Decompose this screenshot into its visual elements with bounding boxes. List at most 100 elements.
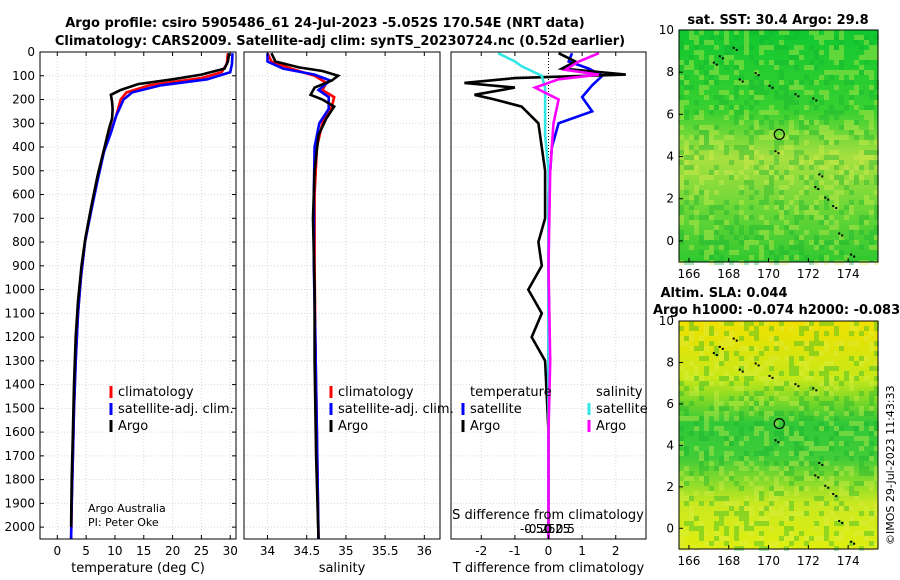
map-cell	[809, 356, 814, 361]
island-marker	[841, 234, 844, 237]
map-cell	[849, 486, 854, 491]
map-cell	[834, 536, 839, 541]
map-cell	[829, 361, 834, 366]
map-cell	[739, 321, 744, 326]
map-cell	[799, 356, 804, 361]
map-cell	[804, 185, 809, 190]
map-cell	[834, 55, 839, 60]
map-cell	[684, 85, 689, 90]
map-cell	[814, 336, 819, 341]
x-tick-label: 34	[260, 544, 275, 558]
map-cell	[754, 336, 759, 341]
map-cell	[719, 466, 724, 471]
map-cell	[849, 431, 854, 436]
map-cell	[789, 426, 794, 431]
map-cell	[874, 235, 879, 240]
map-cell	[749, 255, 754, 260]
map-cell	[784, 501, 789, 506]
map-cell	[869, 451, 874, 456]
x-tick-label: 168	[717, 267, 740, 281]
island-marker	[732, 46, 735, 49]
map-cell	[744, 511, 749, 516]
map-cell	[809, 386, 814, 391]
map-cell	[724, 416, 729, 421]
map-cell	[864, 55, 869, 60]
map-cell	[699, 135, 704, 140]
map-cell	[814, 65, 819, 70]
map-cell	[679, 160, 684, 165]
map-cell	[854, 240, 859, 245]
map-cell	[844, 506, 849, 511]
map-cell	[799, 431, 804, 436]
y-tick-label: 1300	[4, 354, 35, 368]
map-cell	[709, 451, 714, 456]
map-cell	[719, 220, 724, 225]
map-cell	[709, 431, 714, 436]
map-cell	[849, 541, 854, 546]
map-cell	[714, 105, 719, 110]
map-cell	[784, 115, 789, 120]
map-cell	[784, 170, 789, 175]
map-cell	[819, 366, 824, 371]
map-cell	[829, 185, 834, 190]
map-cell	[699, 536, 704, 541]
map-cell	[794, 160, 799, 165]
map-cell	[864, 60, 869, 65]
map-cell	[734, 386, 739, 391]
map-cell	[829, 175, 834, 180]
map-cell	[869, 516, 874, 521]
map-cell	[679, 110, 684, 115]
map-cell	[704, 436, 709, 441]
map-cell	[864, 155, 869, 160]
map-cell	[694, 190, 699, 195]
map-cell	[779, 486, 784, 491]
map-cell	[739, 411, 744, 416]
island-marker	[832, 205, 835, 208]
map-cell	[829, 155, 834, 160]
map-cell	[789, 135, 794, 140]
map-cell	[699, 461, 704, 466]
map-cell	[689, 346, 694, 351]
map-cell	[679, 220, 684, 225]
map-cell	[684, 476, 689, 481]
map-cell	[704, 250, 709, 255]
map-cell	[684, 170, 689, 175]
map-cell	[869, 541, 874, 546]
x-tick-label: 172	[797, 267, 820, 281]
map-cell	[699, 521, 704, 526]
map-cell	[754, 491, 759, 496]
map-cell	[689, 195, 694, 200]
map-cell	[789, 541, 794, 546]
map-cell	[699, 471, 704, 476]
map-cell	[849, 130, 854, 135]
map-cell	[854, 491, 859, 496]
map-cell	[679, 366, 684, 371]
map-cell	[794, 50, 799, 55]
map-cell	[699, 416, 704, 421]
map-cell	[704, 346, 709, 351]
map-cell	[744, 240, 749, 245]
map-cell	[794, 341, 799, 346]
map-cell	[824, 446, 829, 451]
map-cell	[729, 95, 734, 100]
map-cell	[739, 466, 744, 471]
map-cell	[844, 401, 849, 406]
map-cell	[804, 190, 809, 195]
map-cell	[709, 381, 714, 386]
map-cell	[744, 541, 749, 546]
map-cell	[804, 75, 809, 80]
map-cell	[794, 401, 799, 406]
map-cell	[799, 456, 804, 461]
map-cell	[854, 60, 859, 65]
map-cell	[739, 361, 744, 366]
map-cell	[679, 451, 684, 456]
map-cell	[774, 356, 779, 361]
map-cell	[854, 175, 859, 180]
map-cell	[859, 361, 864, 366]
map-cell	[724, 356, 729, 361]
map-cell	[854, 135, 859, 140]
map-cell	[704, 421, 709, 426]
island-marker	[821, 175, 824, 178]
map-cell	[709, 35, 714, 40]
map-cell	[794, 511, 799, 516]
